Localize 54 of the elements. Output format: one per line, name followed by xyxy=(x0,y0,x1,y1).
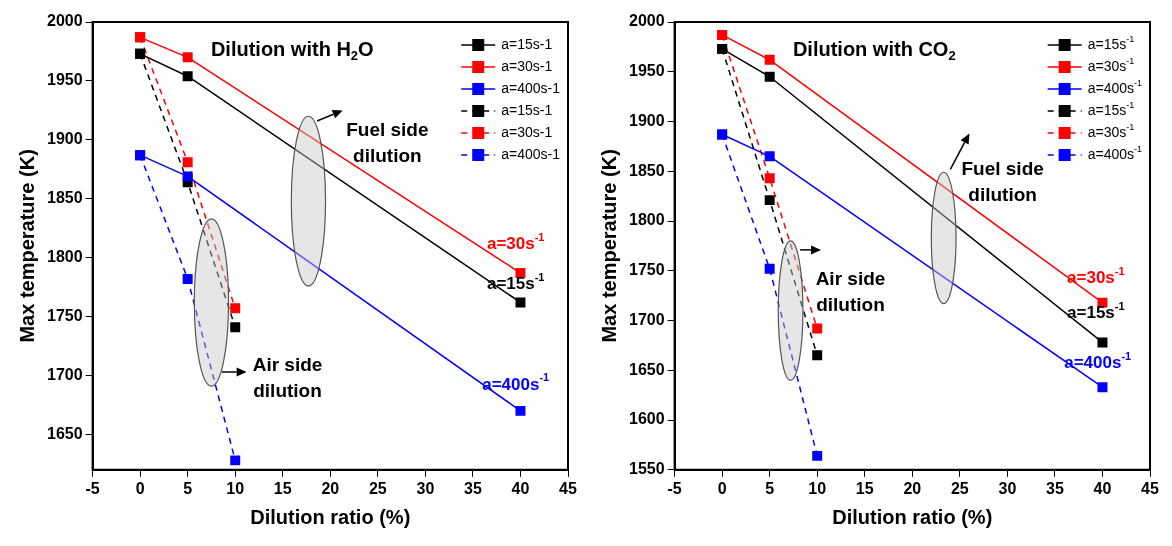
x-tick-label: 30 xyxy=(998,479,1017,497)
x-tick-label: 5 xyxy=(183,479,193,497)
y-axis-title: Max temperature (K) xyxy=(15,149,38,343)
y-tick-label: 1900 xyxy=(47,130,83,148)
annotation: Fuel side dilution xyxy=(346,118,429,166)
y-tick-label: 1550 xyxy=(629,460,665,478)
annotation: Fuel side dilution xyxy=(961,158,1044,206)
y-tick-label: 1800 xyxy=(47,248,83,266)
x-tick-label: 35 xyxy=(464,479,482,497)
x-tick-label: 10 xyxy=(226,479,245,497)
annotation: Air side dilution xyxy=(252,354,323,402)
legend-label: a=400s-1 xyxy=(501,79,561,96)
x-tick-label: 5 xyxy=(765,479,775,497)
x-tick-label: 20 xyxy=(321,479,340,497)
y-tick-label: 2000 xyxy=(47,12,83,30)
x-tick-label: 40 xyxy=(1093,479,1112,497)
x-tick-label: 25 xyxy=(368,479,387,497)
y-tick-label: 1750 xyxy=(629,261,665,279)
y-tick-label: 1850 xyxy=(629,161,665,179)
x-tick-label: 25 xyxy=(950,479,969,497)
y-tick-label: 2000 xyxy=(629,12,665,30)
x-tick-label: 45 xyxy=(1141,479,1159,497)
y-tick-label: 1650 xyxy=(629,360,665,378)
x-tick-label: 40 xyxy=(511,479,530,497)
x-tick-label: 20 xyxy=(903,479,922,497)
y-tick-label: 1850 xyxy=(47,189,83,207)
legend-label: a=400s-1 xyxy=(501,145,561,162)
y-tick-label: 1900 xyxy=(629,111,665,129)
x-axis-title: Dilution ratio (%) xyxy=(250,505,411,528)
legend-label: a=30s-1 xyxy=(501,57,553,74)
legend-label: a=30s-1 xyxy=(501,123,553,140)
y-tick-label: 1700 xyxy=(47,365,83,383)
x-tick-label: -5 xyxy=(667,479,682,497)
x-tick-label: 30 xyxy=(416,479,435,497)
y-tick-label: 1750 xyxy=(47,307,83,325)
x-tick-label: 0 xyxy=(717,479,727,497)
x-tick-label: 45 xyxy=(559,479,577,497)
x-tick-label: 15 xyxy=(855,479,874,497)
y-tick-label: 1950 xyxy=(47,71,83,89)
y-tick-label: 1700 xyxy=(629,310,665,328)
x-tick-label: 15 xyxy=(273,479,292,497)
legend-label: a=15s-1 xyxy=(501,35,553,52)
x-tick-label: 10 xyxy=(808,479,827,497)
x-tick-label: 0 xyxy=(135,479,145,497)
y-tick-label: 1950 xyxy=(629,62,665,80)
y-tick-label: 1600 xyxy=(629,410,665,428)
y-tick-label: 1800 xyxy=(629,211,665,229)
y-tick-label: 1650 xyxy=(47,424,83,442)
x-axis-title: Dilution ratio (%) xyxy=(832,505,993,528)
annotation: Air side dilution xyxy=(815,267,886,315)
x-tick-label: 35 xyxy=(1046,479,1064,497)
legend-label: a=15s-1 xyxy=(501,101,553,118)
y-axis-title: Max temperature (K) xyxy=(597,149,620,343)
x-tick-label: -5 xyxy=(85,479,100,497)
